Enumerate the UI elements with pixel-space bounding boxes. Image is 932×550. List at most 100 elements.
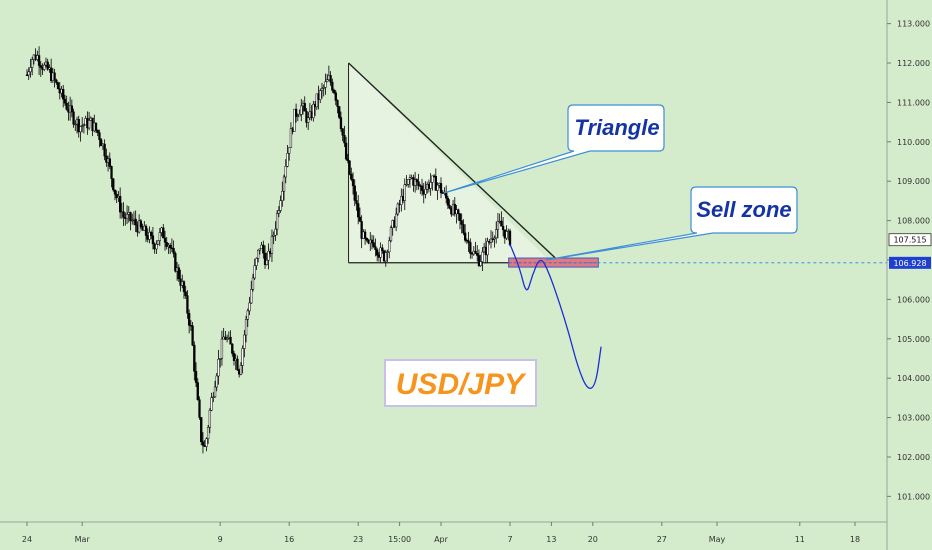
candle-body [324, 81, 327, 88]
candle-body [239, 365, 243, 375]
candle-body [43, 64, 46, 70]
candle-body [122, 211, 125, 218]
candle-body [225, 338, 229, 340]
candle-body [294, 108, 298, 117]
candle-body [186, 295, 189, 314]
candle-body [210, 397, 213, 411]
candle-body [31, 59, 34, 68]
candle-body [53, 72, 56, 81]
candle-body [457, 209, 460, 214]
y-tick-label: 108.000 [897, 217, 930, 226]
candle-body [384, 252, 387, 262]
candle-body [357, 203, 360, 218]
candle-body [213, 386, 217, 398]
candle-body [453, 203, 456, 215]
candle-body [129, 212, 132, 222]
candle-body [263, 252, 267, 265]
current-price-label: 107.515 [893, 236, 926, 245]
candle-body [358, 216, 362, 222]
candle-body [267, 250, 270, 261]
triangle-upper-trendline [348, 62, 562, 265]
candle-body [331, 81, 334, 91]
candle-body [257, 249, 260, 259]
candle-body [496, 221, 500, 230]
candle-body [296, 115, 299, 117]
candle-body [150, 231, 153, 236]
title-box-frame [384, 359, 537, 407]
y-tick-label: 109.000 [897, 177, 930, 186]
candle-body [46, 61, 49, 70]
candle-body [376, 249, 379, 256]
candle-body [448, 205, 451, 209]
candle-body [206, 427, 210, 440]
callout-label: Triangle [574, 115, 659, 140]
candle-body [431, 175, 434, 183]
candle-body [403, 184, 406, 201]
candle-body [82, 124, 86, 126]
candle-body [336, 100, 339, 107]
candle-body [429, 182, 432, 189]
candle-body [201, 441, 205, 446]
candle-body [467, 240, 470, 243]
x-tick-label: May [709, 535, 726, 544]
candle-body [162, 227, 165, 239]
x-tick-label: 20 [588, 535, 598, 544]
candle-body [27, 71, 30, 76]
current-price-tag [888, 233, 932, 247]
candle-body [174, 253, 177, 272]
candle-body [243, 334, 246, 349]
candle-body [286, 153, 289, 167]
candle-body [265, 259, 268, 265]
candle-body [29, 67, 32, 73]
candle-body [272, 234, 275, 237]
candle-body [474, 250, 477, 254]
level-price-label: 106.928 [893, 259, 926, 268]
candle-body [395, 213, 398, 228]
candle-body [508, 230, 512, 246]
candle-body [489, 238, 493, 243]
candle-body [163, 237, 167, 243]
candle-body [155, 243, 158, 250]
candle-body [103, 143, 106, 157]
candle-body [250, 289, 253, 304]
candle-body [81, 125, 84, 127]
candle-body [63, 98, 67, 104]
y-tick-label: 105.000 [897, 335, 930, 344]
candle-body [219, 358, 222, 360]
chart-title: USD/JPY [396, 368, 527, 401]
candle-body [39, 65, 42, 68]
candle-body [350, 173, 353, 180]
candle-body [79, 126, 82, 133]
candlestick-series [25, 46, 512, 454]
candle-body [94, 122, 98, 131]
candle-body [87, 120, 91, 129]
candle-body [413, 179, 417, 186]
x-tick-label: Apr [434, 535, 449, 544]
candle-body [312, 103, 315, 118]
candle-body [208, 409, 211, 428]
candle-body [334, 92, 337, 101]
candle-body [96, 129, 99, 133]
y-tick-label: 111.000 [897, 98, 930, 107]
candle-body [169, 244, 172, 249]
candle-body [481, 251, 484, 262]
x-tick-label: 15:00 [388, 535, 411, 544]
candle-body [307, 117, 310, 123]
candle-body [198, 399, 201, 418]
candle-body [326, 79, 329, 83]
y-tick-label: 103.000 [897, 414, 930, 423]
candle-body [217, 359, 220, 377]
candle-body [303, 103, 306, 112]
y-tick-label: 112.000 [897, 59, 930, 68]
candle-body [255, 258, 258, 266]
x-tick-label: 9 [218, 535, 223, 544]
candle-body [379, 247, 382, 258]
candle-body [65, 102, 68, 110]
candle-body [275, 213, 279, 230]
candle-body [329, 75, 332, 83]
candle-body [322, 87, 325, 89]
candle-body [151, 235, 155, 245]
candle-body [193, 344, 196, 372]
candle-body [388, 240, 391, 253]
